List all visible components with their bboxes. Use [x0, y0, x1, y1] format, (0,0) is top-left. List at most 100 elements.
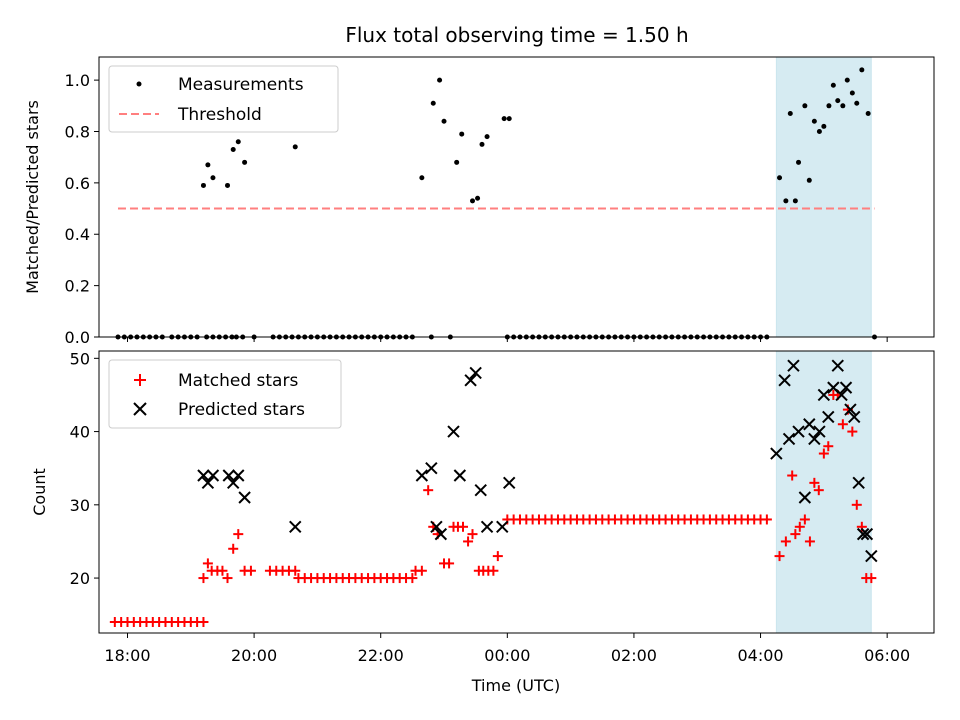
- matched-point: [198, 617, 209, 628]
- bottom-axes-frame: [98, 350, 935, 634]
- measurement-point: [470, 198, 476, 204]
- matched-point: [813, 485, 824, 496]
- matched-point: [202, 558, 213, 569]
- bottom-panel: 20 30 40 50 18:00 20:00 22:00 00:00 02:00 04:00 0…: [30, 349, 935, 695]
- matched-point: [794, 521, 805, 532]
- matched-point: [780, 536, 791, 547]
- predicted-point: [787, 359, 800, 372]
- predicted-point: [447, 425, 460, 438]
- matched-point: [787, 470, 798, 481]
- measurement-point: [210, 175, 216, 181]
- measurement-point: [430, 100, 436, 106]
- measurement-point: [859, 67, 865, 73]
- predicted-point: [798, 491, 812, 504]
- measurement-point: [292, 144, 298, 150]
- measurement-point: [419, 175, 425, 181]
- matched-point: [458, 521, 469, 532]
- top-y-tick-label: 1.0: [65, 71, 90, 90]
- x-tick-label: 06:00: [864, 646, 910, 665]
- predicted-point: [817, 388, 831, 402]
- predicted-point: [464, 374, 477, 387]
- legend-matched-label: Matched stars: [178, 371, 298, 391]
- predicted-point: [197, 469, 210, 482]
- matched-point: [290, 565, 301, 576]
- predicted-point: [835, 388, 848, 402]
- bottom-legend: Matched stars Predicted stars: [108, 359, 342, 429]
- x-tick-label: 02:00: [611, 646, 657, 665]
- measurement-point: [475, 195, 481, 201]
- top-y-ticks: 0.0 0.2 0.4 0.6 0.8 1.0: [65, 71, 99, 347]
- measurement-point: [200, 182, 206, 188]
- matched-points: [109, 389, 877, 628]
- measurement-point: [459, 131, 465, 137]
- matched-point: [198, 573, 209, 584]
- predicted-point: [813, 425, 826, 438]
- top-y-tick-label: 0.4: [65, 225, 90, 244]
- matched-point: [407, 573, 418, 584]
- matched-point: [423, 485, 434, 496]
- predicted-point: [474, 483, 487, 497]
- matched-point: [799, 514, 810, 525]
- top-y-tick-label: 0.0: [65, 328, 90, 347]
- predicted-point: [782, 432, 796, 446]
- matched-point: [463, 536, 474, 547]
- matched-point: [774, 551, 785, 562]
- measurement-point: [806, 177, 812, 183]
- measurement-point: [811, 118, 817, 124]
- matched-point: [492, 551, 503, 562]
- bottom-x-ticks: 18:00 20:00 22:00 00:00 02:00 04:00 06:00: [104, 633, 910, 665]
- x-tick-label: 22:00: [358, 646, 404, 665]
- predicted-point: [469, 366, 482, 380]
- measurement-point: [792, 198, 798, 204]
- matched-point: [847, 426, 858, 437]
- legend-matched-marker: [134, 374, 146, 386]
- predicted-points: [197, 359, 878, 563]
- measurement-point: [854, 100, 860, 106]
- matched-point: [809, 477, 820, 488]
- predicted-point: [848, 410, 861, 424]
- legend-threshold-label: Threshold: [177, 105, 262, 125]
- measurement-point: [796, 159, 802, 165]
- measurement-point: [821, 123, 827, 129]
- x-tick-label: 18:00: [104, 646, 150, 665]
- measurement-point: [484, 134, 490, 140]
- top-axes-frame: [98, 56, 935, 338]
- measurement-point: [802, 103, 808, 109]
- bottom-y-tick-label: 40: [70, 423, 90, 442]
- predicted-point: [434, 527, 448, 541]
- matched-point: [228, 543, 239, 554]
- predicted-point: [831, 359, 844, 372]
- legend-predicted-label: Predicted stars: [178, 400, 305, 420]
- measurement-point: [840, 103, 846, 109]
- predicted-point: [503, 476, 516, 490]
- top-y-tick-label: 0.6: [65, 174, 90, 193]
- predicted-point: [865, 549, 878, 563]
- matched-point: [790, 529, 801, 540]
- matched-point: [217, 565, 228, 576]
- measurement-point: [501, 116, 507, 122]
- measurement-point: [777, 175, 783, 181]
- matched-point: [467, 529, 478, 540]
- top-y-tick-label: 0.2: [65, 277, 90, 296]
- matched-point: [245, 565, 256, 576]
- measurement-point: [787, 111, 793, 117]
- top-legend: Measurements Threshold: [108, 65, 339, 133]
- measurement-point: [441, 118, 447, 124]
- measurement-point: [849, 90, 855, 96]
- predicted-point: [844, 403, 857, 416]
- x-tick-label: 20:00: [231, 646, 277, 665]
- measurement-point: [835, 98, 841, 104]
- predicted-point: [232, 469, 245, 482]
- bottom-y-tick-label: 50: [70, 349, 90, 368]
- matched-point: [823, 441, 834, 452]
- measurement-point: [826, 103, 832, 109]
- predicted-point: [289, 520, 302, 533]
- predicted-point: [227, 476, 240, 490]
- predicted-point: [803, 418, 816, 431]
- matched-point: [866, 573, 877, 584]
- bottom-y-tick-label: 30: [70, 496, 90, 515]
- measurement-point: [205, 162, 211, 168]
- predicted-point: [201, 476, 215, 490]
- matched-point: [233, 529, 244, 540]
